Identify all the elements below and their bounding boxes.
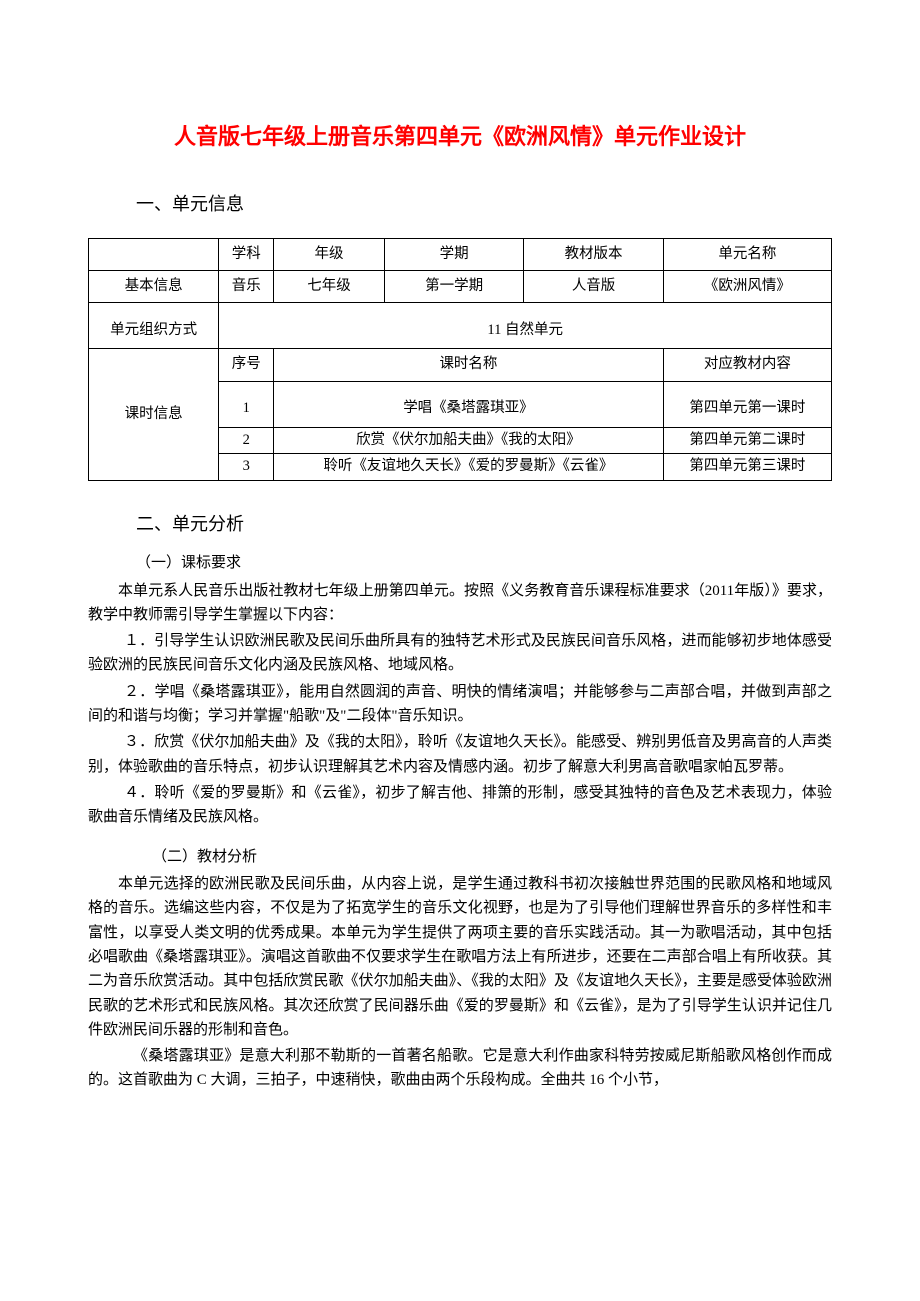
cell: 第四单元第二课时 <box>663 427 831 454</box>
col-header: 对应教材内容 <box>663 349 831 381</box>
paragraph: １．引导学生认识欧洲民歌及民间乐曲所具有的独特艺术形式及民族民间音乐风格，进而能… <box>88 629 832 678</box>
subsection-heading: （一）课标要求 <box>136 552 832 575</box>
col-header: 序号 <box>219 349 274 381</box>
col-header: 课时名称 <box>274 349 664 381</box>
cell: 3 <box>219 454 274 481</box>
col-header: 单元名称 <box>663 239 831 271</box>
unit-info-table: 学科 年级 学期 教材版本 单元名称 基本信息 音乐 七年级 第一学期 人音版 … <box>88 238 832 481</box>
cell: 音乐 <box>219 271 274 303</box>
paragraph: 本单元系人民音乐出版社教材七年级上册第四单元。按照《义务教育音乐课程标准要求（2… <box>88 579 832 628</box>
table-row: 单元组织方式 11 自然单元 <box>89 303 832 349</box>
cell: 第四单元第一课时 <box>663 381 831 427</box>
cell: 11 自然单元 <box>219 303 832 349</box>
cell: 2 <box>219 427 274 454</box>
cell: 第四单元第三课时 <box>663 454 831 481</box>
table-row: 基本信息 音乐 七年级 第一学期 人音版 《欧洲风情》 <box>89 271 832 303</box>
col-header: 教材版本 <box>524 239 663 271</box>
paragraph: 本单元选择的欧洲民歌及民间乐曲，从内容上说，是学生通过教科书初次接触世界范围的民… <box>88 872 832 1042</box>
row-label: 课时信息 <box>89 349 219 481</box>
paragraph: 《桑塔露琪亚》是意大利那不勒斯的一首著名船歌。它是意大利作曲家科特劳按威尼斯船歌… <box>88 1044 832 1093</box>
table-row: 课时信息 序号 课时名称 对应教材内容 <box>89 349 832 381</box>
paragraph: ４．聆听《爱的罗曼斯》和《云雀》，初步了解吉他、排箫的形制，感受其独特的音色及艺… <box>88 781 832 830</box>
cell: 《欧洲风情》 <box>663 271 831 303</box>
paragraph: ３．欣赏《伏尔加船夫曲》及《我的太阳》，聆听《友谊地久天长》。能感受、辨别男低音… <box>88 730 832 779</box>
cell: 第一学期 <box>384 271 523 303</box>
cell: 聆听《友谊地久天长》《爱的罗曼斯》《云雀》 <box>274 454 664 481</box>
cell: 欣赏《伏尔加船夫曲》《我的太阳》 <box>274 427 664 454</box>
subsection-heading: （二）教材分析 <box>152 846 832 869</box>
row-label-blank <box>89 239 219 271</box>
cell: 人音版 <box>524 271 663 303</box>
col-header: 年级 <box>274 239 385 271</box>
col-header: 学期 <box>384 239 523 271</box>
col-header: 学科 <box>219 239 274 271</box>
cell: 1 <box>219 381 274 427</box>
page-title: 人音版七年级上册音乐第四单元《欧洲风情》单元作业设计 <box>88 120 832 153</box>
table-row: 学科 年级 学期 教材版本 单元名称 <box>89 239 832 271</box>
section-1-heading: 一、单元信息 <box>136 191 832 218</box>
row-label: 单元组织方式 <box>89 303 219 349</box>
section-2-heading: 二、单元分析 <box>136 511 832 538</box>
paragraph: ２．学唱《桑塔露琪亚》，能用自然圆润的声音、明快的情绪演唱；并能够参与二声部合唱… <box>88 680 832 729</box>
row-label: 基本信息 <box>89 271 219 303</box>
cell: 学唱《桑塔露琪亚》 <box>274 381 664 427</box>
cell: 七年级 <box>274 271 385 303</box>
